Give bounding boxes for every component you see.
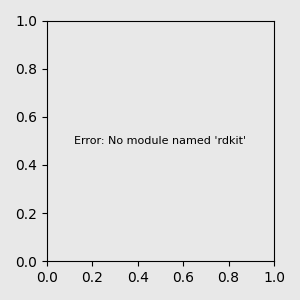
Text: Error: No module named 'rdkit': Error: No module named 'rdkit' (74, 136, 246, 146)
